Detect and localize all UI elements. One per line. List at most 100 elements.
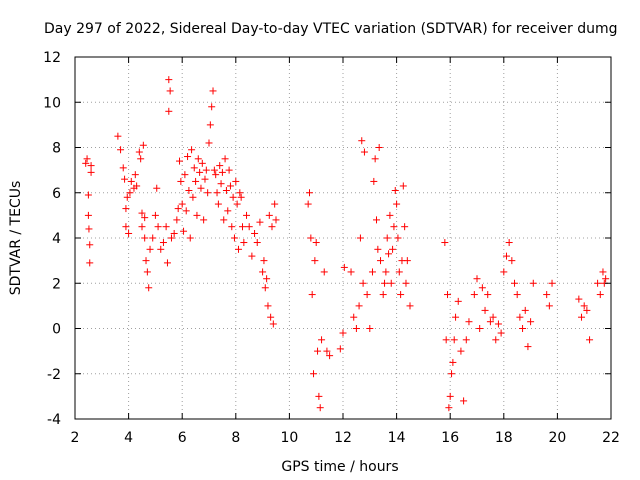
data-point — [253, 239, 261, 247]
data-point — [494, 320, 502, 328]
data-point — [127, 177, 135, 185]
data-point — [226, 182, 234, 190]
axis-ticks — [74, 56, 612, 420]
data-point — [596, 291, 604, 299]
grid — [75, 57, 611, 419]
data-point — [236, 189, 244, 197]
data-point — [240, 239, 248, 247]
data-point — [375, 144, 383, 151]
data-point — [326, 352, 334, 360]
data-point — [216, 162, 224, 170]
data-point — [167, 234, 175, 242]
data-point — [210, 166, 218, 174]
data-point — [234, 245, 242, 253]
data-point — [355, 302, 363, 310]
data-point — [315, 392, 323, 400]
data-point — [239, 223, 246, 231]
data-points — [82, 76, 610, 412]
data-point — [599, 268, 607, 276]
data-point — [218, 168, 226, 176]
data-point — [232, 177, 240, 185]
y-tick-label: 8 — [52, 141, 61, 157]
data-point — [529, 279, 537, 287]
data-point — [251, 229, 259, 237]
data-point — [368, 268, 376, 276]
data-point — [371, 155, 379, 163]
x-tick-label: 10 — [280, 430, 298, 446]
data-point — [166, 87, 174, 95]
data-point — [389, 245, 397, 253]
data-point — [527, 318, 535, 326]
data-point — [149, 234, 157, 242]
data-point — [397, 291, 405, 299]
data-point — [543, 291, 551, 299]
data-point — [87, 168, 95, 176]
data-point — [154, 223, 162, 231]
data-point — [138, 209, 146, 217]
data-point — [178, 200, 186, 208]
data-point — [387, 279, 395, 287]
data-point — [176, 157, 184, 165]
data-point — [259, 268, 267, 276]
data-point — [500, 268, 508, 276]
data-point — [366, 325, 374, 332]
data-point — [401, 223, 409, 231]
data-point — [594, 279, 602, 287]
data-point — [185, 186, 193, 194]
data-point — [233, 200, 241, 208]
data-point — [350, 313, 358, 321]
data-point — [441, 239, 449, 247]
data-point — [86, 241, 94, 249]
data-point — [513, 291, 521, 299]
data-point — [390, 223, 398, 231]
data-point — [381, 279, 389, 287]
data-point — [83, 155, 91, 163]
data-point — [393, 200, 401, 208]
data-point — [86, 259, 94, 267]
data-point — [141, 214, 149, 222]
data-point — [188, 146, 196, 154]
data-point — [263, 275, 271, 283]
data-point — [268, 223, 276, 231]
data-point — [162, 223, 170, 231]
data-point — [139, 141, 147, 149]
data-point — [476, 325, 484, 332]
data-point — [165, 76, 173, 84]
data-point — [444, 291, 452, 299]
y-tick-label: 0 — [52, 322, 61, 338]
data-point — [578, 313, 586, 321]
y-tick-label: 12 — [43, 50, 61, 66]
data-point — [157, 245, 165, 253]
data-point — [133, 182, 141, 190]
data-point — [131, 171, 139, 179]
data-point — [190, 164, 198, 172]
data-point — [312, 239, 320, 247]
data-point — [399, 182, 407, 190]
data-point — [225, 166, 233, 174]
x-tick-label: 12 — [334, 430, 352, 446]
data-point — [143, 268, 151, 276]
data-point — [170, 229, 178, 237]
data-point — [489, 313, 497, 321]
data-point — [511, 279, 519, 287]
x-tick-label: 16 — [441, 430, 459, 446]
data-point — [181, 171, 189, 179]
data-point — [180, 227, 188, 235]
data-point — [217, 180, 225, 188]
data-point — [208, 103, 216, 111]
data-point — [146, 245, 154, 253]
data-point — [450, 336, 458, 344]
y-tick-labels: -4 -2 0 2 4 6 8 10 12 — [43, 50, 61, 428]
data-point — [165, 107, 173, 115]
data-point — [377, 257, 385, 265]
data-point — [395, 268, 403, 276]
data-point — [123, 193, 131, 201]
data-point — [406, 302, 414, 310]
data-point — [184, 153, 192, 161]
data-point — [583, 306, 591, 314]
data-point — [306, 189, 313, 197]
data-point — [452, 313, 460, 321]
data-point — [153, 184, 161, 192]
data-point — [446, 392, 454, 400]
